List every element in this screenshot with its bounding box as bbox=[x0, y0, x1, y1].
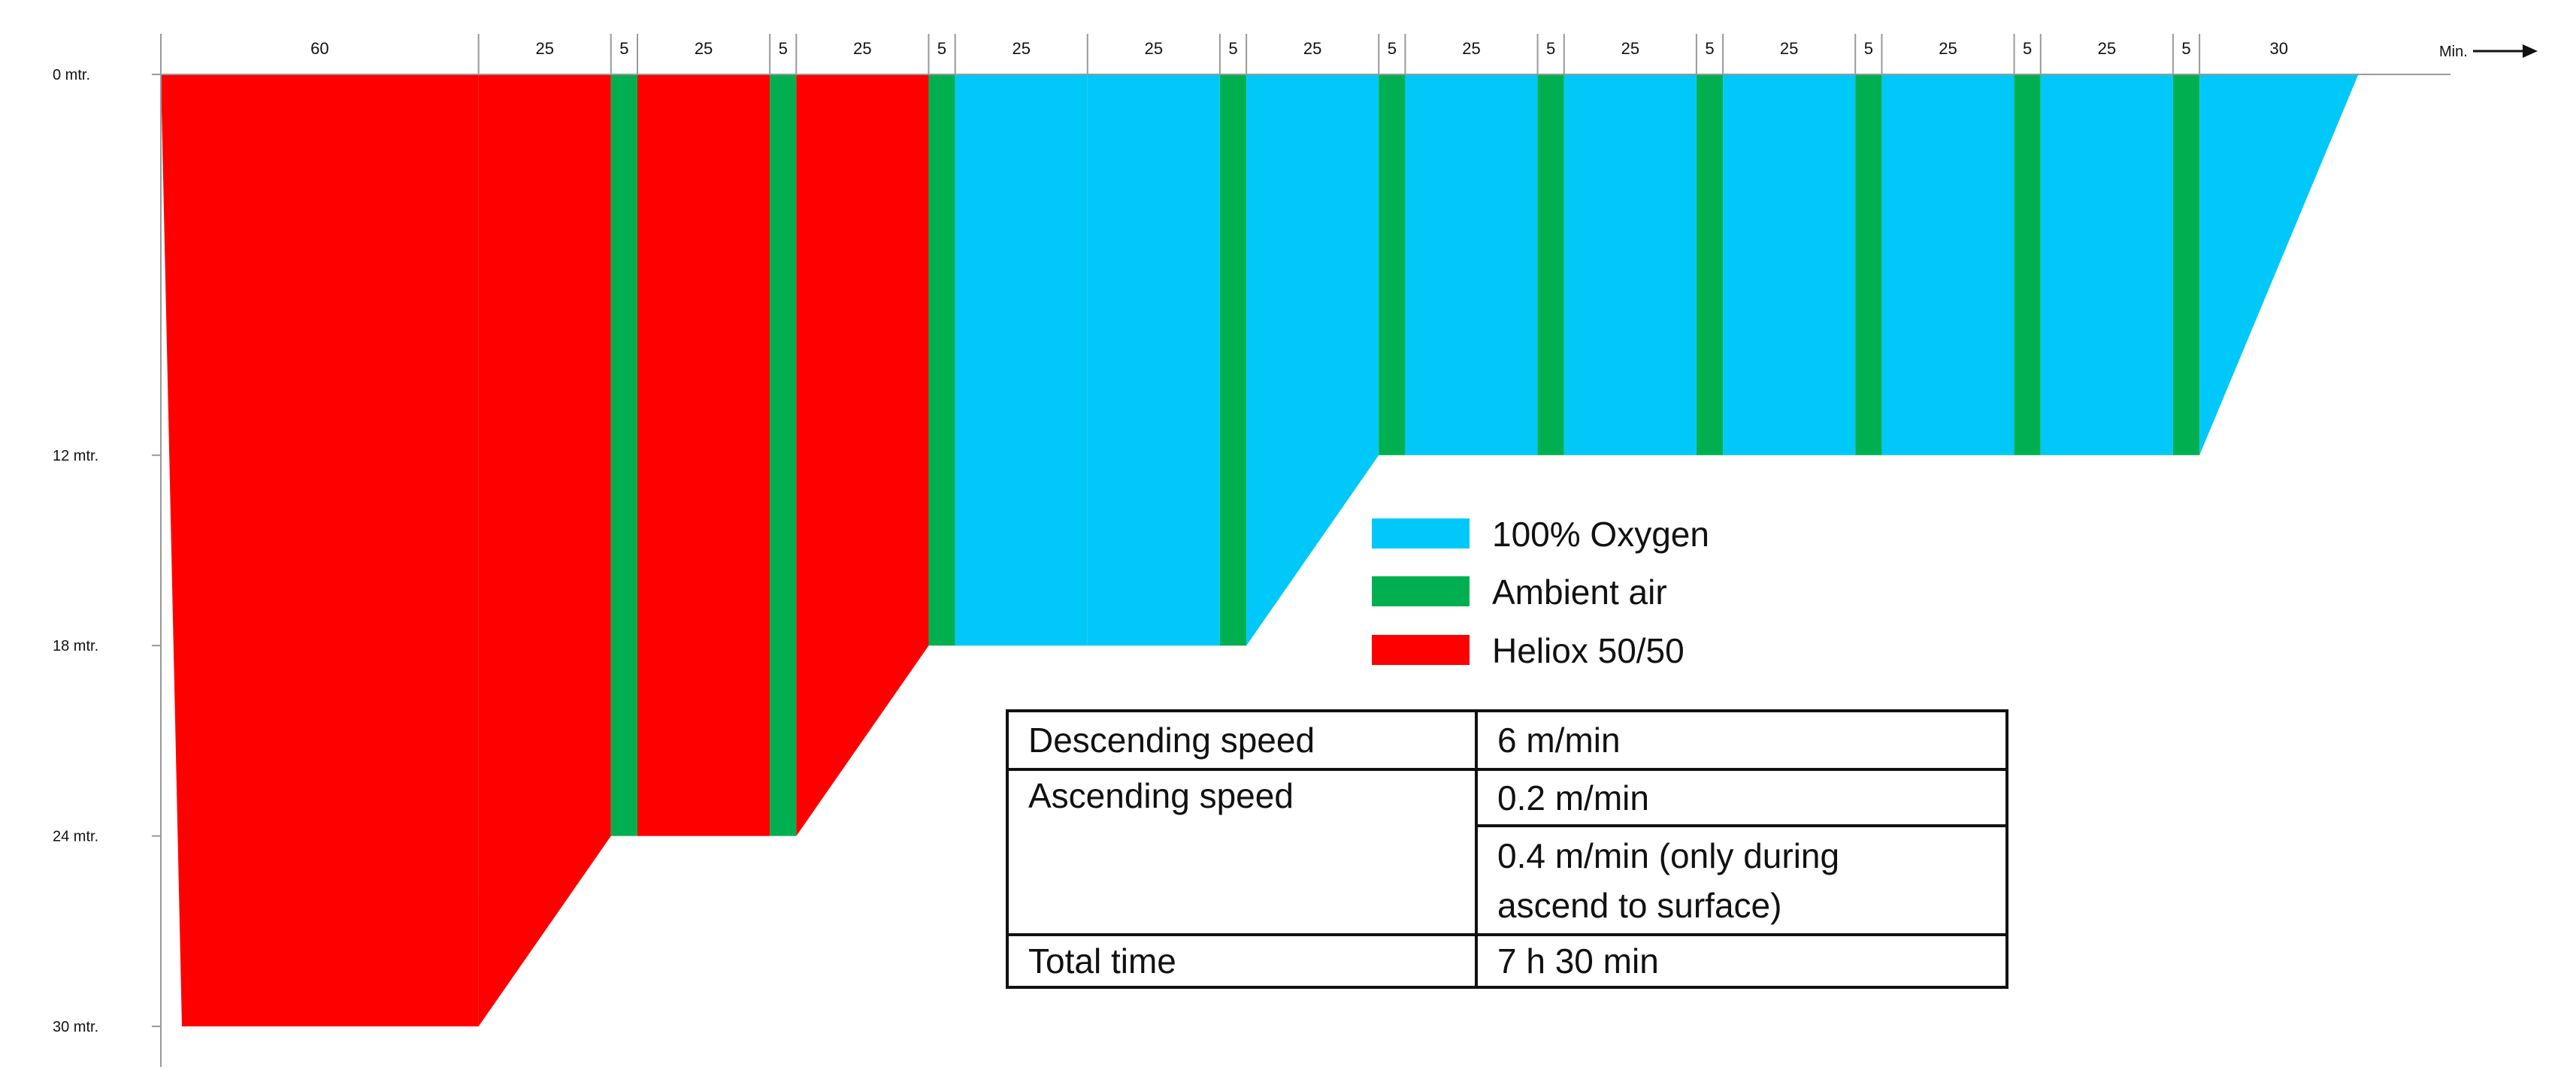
segment-20-oxygen bbox=[2040, 74, 2173, 455]
segment-19-air bbox=[2014, 74, 2041, 455]
duration-label-1: 25 bbox=[535, 39, 553, 58]
duration-label-3: 25 bbox=[695, 39, 713, 58]
axes-layer: Min. bbox=[160, 34, 2538, 1067]
segment-7-oxygen bbox=[955, 74, 1088, 646]
duration-label-13: 5 bbox=[1546, 39, 1555, 58]
descending-speed-label: Descending speed bbox=[1006, 709, 1478, 771]
ascending-speed-label: Ascending speed bbox=[1006, 768, 1478, 936]
segment-11-air bbox=[1379, 74, 1406, 455]
ascending-speed-value: 0.2 m/min bbox=[1475, 768, 2008, 827]
duration-label-2: 5 bbox=[619, 39, 628, 58]
segment-13-air bbox=[1537, 74, 1564, 455]
duration-label-12: 25 bbox=[1462, 39, 1480, 58]
y-tick-label-0: 0 mtr. bbox=[53, 67, 90, 83]
duration-label-11: 5 bbox=[1388, 39, 1397, 58]
y-tick-label-18: 18 mtr. bbox=[53, 638, 98, 654]
duration-label-6: 5 bbox=[937, 39, 946, 58]
x-axis-arrowhead bbox=[2523, 44, 2538, 58]
segment-3-heliox bbox=[637, 74, 770, 836]
segment-4-air bbox=[770, 74, 797, 836]
legend-swatch-air bbox=[1372, 576, 1470, 606]
x-axis-name: Min. bbox=[2439, 44, 2468, 60]
segment-21-air bbox=[2172, 74, 2200, 455]
y-tick-label-12: 12 mtr. bbox=[53, 448, 98, 464]
segment-0-heliox bbox=[161, 74, 479, 1026]
duration-label-9: 5 bbox=[1228, 39, 1237, 58]
legend-label-oxygen: 100% Oxygen bbox=[1492, 515, 1709, 554]
legend-swatch-heliox bbox=[1372, 635, 1470, 665]
ascending-speed-surface-value: 0.4 m/min (only during ascend to surface… bbox=[1475, 824, 2008, 936]
duration-label-0: 60 bbox=[310, 39, 328, 58]
duration-label-16: 25 bbox=[1780, 39, 1798, 58]
depth-ticks-layer: 0 mtr. 12 mtr. 18 mtr. 24 mtr. 30 mtr. bbox=[53, 67, 161, 1035]
duration-label-5: 25 bbox=[853, 39, 871, 58]
duration-label-17: 5 bbox=[1864, 39, 1873, 58]
duration-labels-layer: 60 25 5 25 5 25 5 25 25 5 25 5 25 5 25 5 25 5 25 5 25 5 30 bbox=[310, 34, 2288, 74]
segment-2-air bbox=[610, 74, 637, 836]
ascending-surface-line-2: ascend to surface) bbox=[1497, 885, 1782, 925]
table-row-total: Total time 7 h 30 min bbox=[1006, 933, 2008, 989]
duration-label-21: 5 bbox=[2181, 39, 2190, 58]
table-row-ascending-surface: 0.4 m/min (only during ascend to surface… bbox=[1007, 824, 2008, 936]
segment-1-heliox bbox=[478, 74, 611, 1026]
duration-label-15: 5 bbox=[1705, 39, 1714, 58]
legend-swatch-oxygen bbox=[1372, 518, 1470, 549]
segment-18-oxygen bbox=[1881, 74, 2014, 455]
profile-area-layer bbox=[161, 74, 2359, 1026]
duration-label-18: 25 bbox=[1939, 39, 1957, 58]
segment-16-oxygen bbox=[1723, 74, 1856, 455]
duration-label-20: 25 bbox=[2098, 39, 2116, 58]
duration-label-22: 30 bbox=[2270, 39, 2288, 58]
y-tick-label-30: 30 mtr. bbox=[53, 1019, 98, 1035]
duration-label-10: 25 bbox=[1303, 39, 1321, 58]
legend-label-heliox: Heliox 50/50 bbox=[1492, 631, 1685, 670]
segment-22-oxygen bbox=[2199, 74, 2359, 455]
segment-6-air bbox=[928, 74, 955, 646]
duration-label-7: 25 bbox=[1012, 39, 1030, 58]
table-row-descending: Descending speed 6 m/min bbox=[1006, 709, 2008, 771]
segment-12-oxygen bbox=[1405, 74, 1538, 455]
ascending-surface-line-1: 0.4 m/min (only during bbox=[1497, 836, 1840, 875]
segment-8-oxygen bbox=[1087, 74, 1220, 646]
duration-label-8: 25 bbox=[1145, 39, 1163, 58]
segment-10-oxygen bbox=[1246, 74, 1379, 646]
total-time-label: Total time bbox=[1006, 933, 1478, 989]
segment-14-oxygen bbox=[1563, 74, 1697, 455]
total-time-value: 7 h 30 min bbox=[1475, 933, 2008, 989]
legend: 100% Oxygen Ambient air Heliox 50/50 bbox=[1372, 515, 1709, 670]
duration-label-19: 5 bbox=[2023, 39, 2032, 58]
y-tick-label-24: 24 mtr. bbox=[53, 829, 98, 845]
segment-17-air bbox=[1855, 74, 1882, 455]
legend-label-air: Ambient air bbox=[1492, 573, 1667, 612]
segment-9-air bbox=[1219, 74, 1247, 646]
duration-label-4: 5 bbox=[779, 39, 788, 58]
duration-label-14: 25 bbox=[1621, 39, 1639, 58]
segment-15-air bbox=[1696, 74, 1724, 455]
dive-parameters-table: Descending speed 6 m/min Ascending speed… bbox=[1006, 709, 2008, 989]
table-row-ascending: Ascending speed 0.2 m/min bbox=[1006, 768, 2008, 936]
descending-speed-value: 6 m/min bbox=[1475, 709, 2008, 771]
segment-5-heliox bbox=[796, 74, 929, 836]
